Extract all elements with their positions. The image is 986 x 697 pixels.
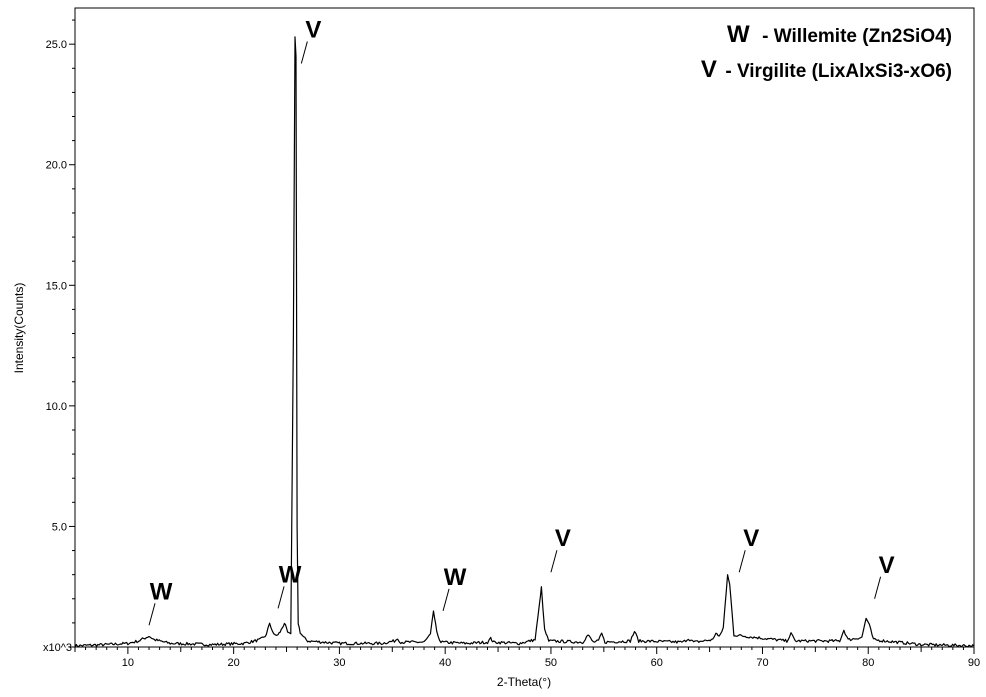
y-tick-label: 10.0 [46,401,67,413]
y-tick-label: 15.0 [46,280,67,292]
x-tick-label: 90 [968,657,980,669]
peak-label: V [305,16,321,43]
peak-leader-line [300,41,308,64]
x-axis-label: 2-Theta(°) [497,675,551,689]
peak-label: W [279,561,302,588]
peak-label: V [879,552,895,579]
y-axis-ticks: 5.0 10.0 15.0 20.0 25.0 [46,19,75,648]
y-multiplier-label: x10^3 [43,642,72,654]
peak-leader-line [148,603,156,626]
legend-key-virgilite: V [701,56,717,83]
legend: W - Willemite (Zn2SiO4) V - Virgilite (L… [701,21,952,83]
legend-text-willemite: - Willemite (Zn2SiO4) [762,26,952,47]
peak-leader-line [874,576,882,599]
x-tick-label: 60 [651,657,663,669]
x-tick-label: 10 [122,657,134,669]
x-tick-label: 30 [333,657,345,669]
x-axis-ticks: 10 20 30 40 50 60 70 80 90 [74,647,980,669]
x-tick-label: 40 [439,657,451,669]
peak-leader-line [550,550,558,573]
legend-key-willemite: W [727,21,750,48]
peak-leader-line [277,586,285,609]
diffraction-series-line [74,36,975,648]
x-tick-label: 80 [862,657,874,669]
x-tick-label: 50 [545,657,557,669]
peak-label: W [150,578,173,605]
y-tick-label: 5.0 [52,521,67,533]
legend-item-willemite: W - Willemite (Zn2SiO4) [727,21,952,48]
peak-label: W [444,564,467,591]
y-tick-label: 25.0 [46,39,67,51]
peak-label: V [555,525,571,552]
y-tick-label: 20.0 [46,160,67,172]
peak-label: V [743,525,759,552]
peak-leader-line [442,588,450,611]
x-tick-label: 70 [756,657,768,669]
legend-item-virgilite: V - Virgilite (LixAlxSi3-xO6) [701,56,952,83]
plot-frame [74,7,975,648]
legend-text-virgilite: - Virgilite (LixAlxSi3-xO6) [725,61,952,82]
peak-leader-line [738,550,746,573]
y-axis-label: Intensity(Counts) [12,283,26,374]
x-tick-label: 20 [228,657,240,669]
